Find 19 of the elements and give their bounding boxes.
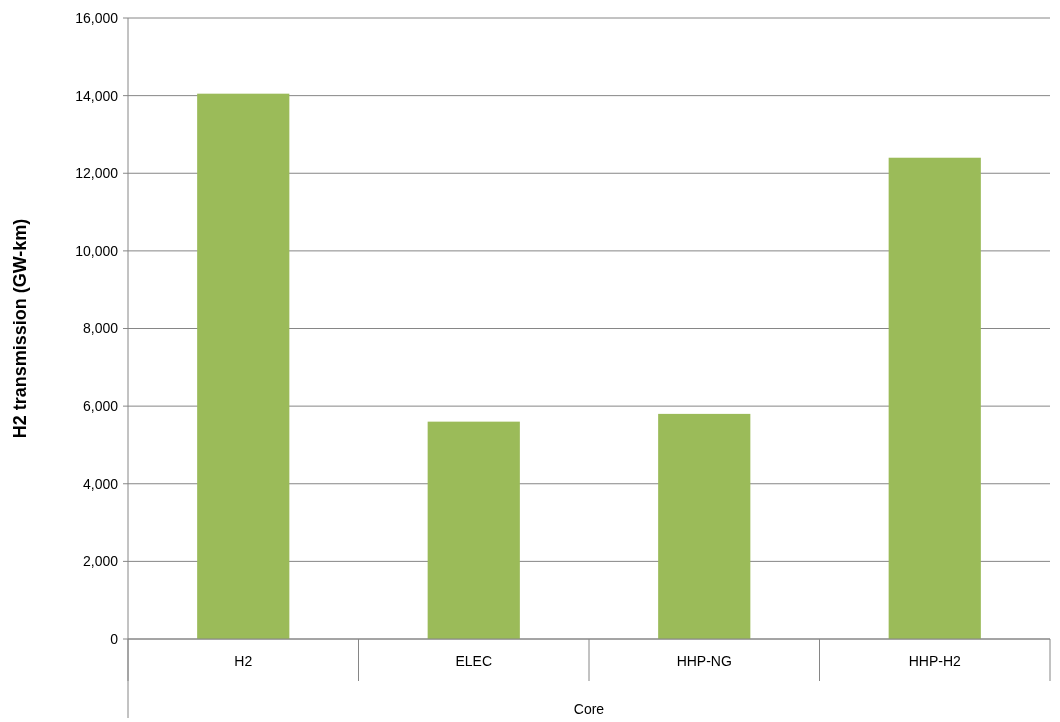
y-tick-label: 16,000 — [75, 9, 119, 26]
y-tick-label: 12,000 — [75, 165, 119, 182]
bar — [888, 157, 981, 639]
bar — [197, 93, 290, 639]
x-tick-label: HHP-NG — [676, 653, 732, 669]
y-tick-label: 2,000 — [82, 553, 119, 570]
x-tick-label: HHP-H2 — [908, 653, 962, 669]
bar — [427, 421, 520, 639]
y-tick-label: 6,000 — [82, 398, 119, 415]
y-tick-label: 14,000 — [75, 87, 119, 104]
x-tick-label: H2 — [234, 653, 253, 669]
y-tick-label: 4,000 — [82, 475, 119, 492]
y-tick-label: 8,000 — [82, 320, 119, 337]
y-axis-title: H2 transmission (GW-km) — [10, 218, 30, 439]
y-tick-label: 0 — [110, 630, 119, 647]
bar — [658, 413, 751, 639]
y-tick-label: 10,000 — [75, 242, 119, 259]
x-axis-title: Core — [573, 701, 605, 717]
x-tick-label: ELEC — [455, 653, 493, 669]
